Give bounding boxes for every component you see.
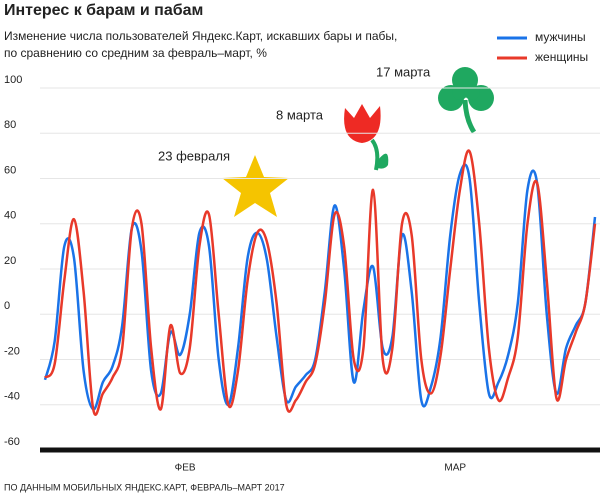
y-tick-label: 40: [4, 210, 16, 222]
annotation: 17 марта: [376, 64, 431, 79]
y-tick-label: -20: [4, 345, 20, 357]
annotation: 8 марта: [276, 107, 324, 122]
chart-title: Интерес к барам и пабам: [4, 2, 203, 19]
x-tick-label: ФЕВ: [175, 463, 196, 474]
clover-icon: [438, 67, 494, 134]
star-icon: [222, 155, 289, 217]
subtitle: Изменение числа пользователей Яндекс.Кар…: [4, 29, 397, 43]
y-tick-label: 60: [4, 164, 16, 176]
y-tick-label: 20: [4, 255, 16, 267]
tulip-icon: [344, 104, 389, 171]
y-tick-label: 0: [4, 300, 10, 312]
y-tick-label: 100: [4, 74, 22, 86]
y-tick-label: -40: [4, 391, 20, 403]
legend-label: женщины: [535, 50, 588, 64]
series-line: [43, 149, 597, 416]
legend-label: мужчины: [535, 30, 586, 44]
y-tick-label: -60: [4, 436, 20, 448]
source: ПО ДАННЫМ МОБИЛЬНЫХ ЯНДЕКС.КАРТ, ФЕВРАЛЬ…: [4, 482, 285, 492]
annotation: 23 февраля: [158, 148, 230, 163]
y-tick-label: 80: [4, 119, 16, 131]
subtitle: по сравнению со средним за февраль–март,…: [4, 46, 267, 60]
x-tick-label: МАР: [444, 463, 466, 474]
